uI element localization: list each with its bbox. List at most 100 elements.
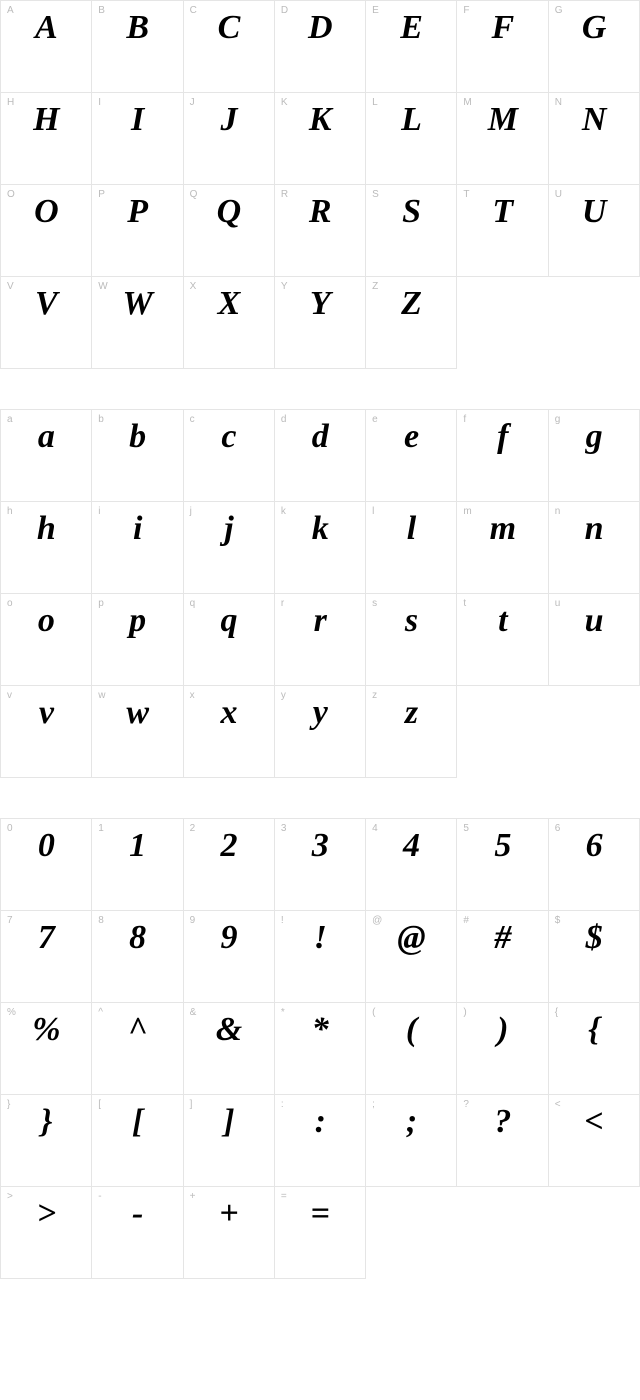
glyph-display: g xyxy=(549,418,639,456)
glyph-cell: ]] xyxy=(184,1095,275,1187)
glyph-cell: EE xyxy=(366,1,457,93)
glyph-display: > xyxy=(1,1195,91,1233)
glyph-display: & xyxy=(184,1011,274,1049)
glyph-cell: rr xyxy=(275,594,366,686)
glyph-cell: SS xyxy=(366,185,457,277)
glyph-cell: 55 xyxy=(457,819,548,911)
glyph-display: 9 xyxy=(184,919,274,957)
glyph-display: p xyxy=(92,602,182,640)
glyph-display: 0 xyxy=(1,827,91,865)
glyph-cell: 22 xyxy=(184,819,275,911)
glyph-cell: 44 xyxy=(366,819,457,911)
glyph-display: @ xyxy=(366,919,456,957)
glyph-cell: cc xyxy=(184,410,275,502)
glyph-display: Q xyxy=(184,193,274,231)
glyph-display: t xyxy=(457,602,547,640)
glyph-cell: ## xyxy=(457,911,548,1003)
glyph-display: } xyxy=(1,1103,91,1141)
glyph-display: G xyxy=(549,9,639,47)
glyph-cell: bb xyxy=(92,410,183,502)
glyph-cell: -- xyxy=(92,1187,183,1279)
glyph-cell: DD xyxy=(275,1,366,93)
glyph-display: l xyxy=(366,510,456,548)
glyph-display: [ xyxy=(92,1103,182,1141)
glyph-display: u xyxy=(549,602,639,640)
glyph-cell: xx xyxy=(184,686,275,778)
glyph-cell: ww xyxy=(92,686,183,778)
glyph-display: 8 xyxy=(92,919,182,957)
glyph-display: A xyxy=(1,9,91,47)
glyph-display: S xyxy=(366,193,456,231)
glyph-display: j xyxy=(184,510,274,548)
glyph-cell: pp xyxy=(92,594,183,686)
glyph-display: B xyxy=(92,9,182,47)
glyph-display: { xyxy=(549,1011,639,1049)
glyph-cell: !! xyxy=(275,911,366,1003)
glyph-display: O xyxy=(1,193,91,231)
glyph-cell: %% xyxy=(1,1003,92,1095)
glyph-cell: GG xyxy=(549,1,640,93)
glyph-cell: ** xyxy=(275,1003,366,1095)
character-section-numbers-symbols: 00112233445566778899!!@@##$$%%^^&&**(())… xyxy=(0,818,640,1279)
glyph-cell: ^^ xyxy=(92,1003,183,1095)
glyph-cell: vv xyxy=(1,686,92,778)
glyph-display: < xyxy=(549,1103,639,1141)
glyph-cell: qq xyxy=(184,594,275,686)
glyph-display: 5 xyxy=(457,827,547,865)
glyph-cell: tt xyxy=(457,594,548,686)
glyph-display: 6 xyxy=(549,827,639,865)
glyph-display: # xyxy=(457,919,547,957)
glyph-display: H xyxy=(1,101,91,139)
glyph-display: V xyxy=(1,285,91,323)
glyph-cell: TT xyxy=(457,185,548,277)
glyph-display: X xyxy=(184,285,274,323)
glyph-cell: FF xyxy=(457,1,548,93)
glyph-cell: }} xyxy=(1,1095,92,1187)
glyph-display: Y xyxy=(275,285,365,323)
glyph-display: h xyxy=(1,510,91,548)
glyph-display: ? xyxy=(457,1103,547,1141)
glyph-cell: >> xyxy=(1,1187,92,1279)
glyph-cell: [[ xyxy=(92,1095,183,1187)
glyph-display: n xyxy=(549,510,639,548)
glyph-cell: JJ xyxy=(184,93,275,185)
character-section-lowercase: aabbccddeeffgghhiijjkkllmmnnooppqqrrsstt… xyxy=(0,409,640,778)
glyph-cell: && xyxy=(184,1003,275,1095)
glyph-display: e xyxy=(366,418,456,456)
glyph-cell: kk xyxy=(275,502,366,594)
glyph-cell: 33 xyxy=(275,819,366,911)
glyph-cell: 99 xyxy=(184,911,275,1003)
glyph-cell: gg xyxy=(549,410,640,502)
glyph-display: 7 xyxy=(1,919,91,957)
glyph-display: 4 xyxy=(366,827,456,865)
glyph-cell: WW xyxy=(92,277,183,369)
glyph-display: U xyxy=(549,193,639,231)
glyph-cell: ?? xyxy=(457,1095,548,1187)
glyph-display: s xyxy=(366,602,456,640)
glyph-cell: oo xyxy=(1,594,92,686)
glyph-display: f xyxy=(457,418,547,456)
glyph-cell: yy xyxy=(275,686,366,778)
glyph-cell: ee xyxy=(366,410,457,502)
glyph-display: a xyxy=(1,418,91,456)
glyph-display: o xyxy=(1,602,91,640)
glyph-display: ] xyxy=(184,1103,274,1141)
glyph-cell: ++ xyxy=(184,1187,275,1279)
glyph-display: D xyxy=(275,9,365,47)
glyph-cell: $$ xyxy=(549,911,640,1003)
glyph-cell: nn xyxy=(549,502,640,594)
glyph-cell: 66 xyxy=(549,819,640,911)
glyph-display: ) xyxy=(457,1011,547,1049)
glyph-cell: NN xyxy=(549,93,640,185)
glyph-cell: HH xyxy=(1,93,92,185)
glyph-display: q xyxy=(184,602,274,640)
character-map-container: AABBCCDDEEFFGGHHIIJJKKLLMMNNOOPPQQRRSSTT… xyxy=(0,0,640,1279)
glyph-cell: jj xyxy=(184,502,275,594)
glyph-display: Z xyxy=(366,285,456,323)
glyph-display: - xyxy=(92,1195,182,1233)
glyph-cell: << xyxy=(549,1095,640,1187)
glyph-cell: RR xyxy=(275,185,366,277)
glyph-display: % xyxy=(1,1011,91,1049)
glyph-cell: uu xyxy=(549,594,640,686)
glyph-display: d xyxy=(275,418,365,456)
